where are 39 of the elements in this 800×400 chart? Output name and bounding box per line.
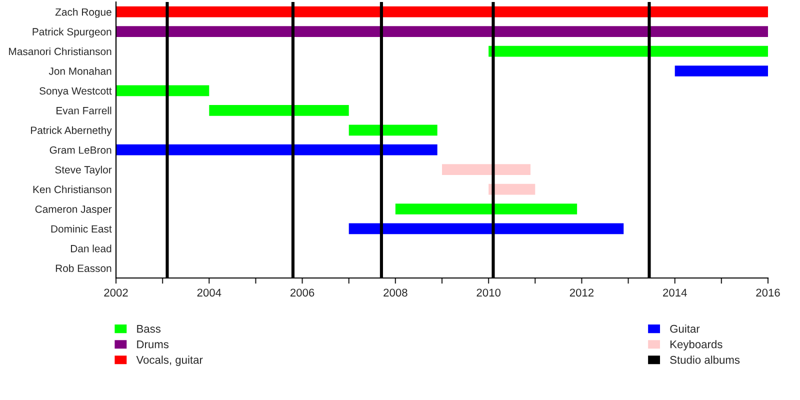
x-tick-label: 2012	[570, 288, 594, 297]
x-tick-label: 2004	[197, 288, 222, 297]
x-tick-label: 2008	[384, 288, 408, 297]
bar	[116, 144, 438, 156]
bar	[442, 164, 530, 175]
y-tick-label: Patrick Spurgeon	[32, 28, 112, 38]
y-tick-label: Dominic East	[51, 224, 112, 233]
x-tick-label: 2006	[290, 288, 314, 297]
legend-label: Studio albums	[670, 356, 740, 364]
bar	[116, 26, 768, 37]
legend-label: Guitar	[670, 324, 700, 333]
x-tick-label: 2014	[663, 288, 687, 297]
y-tick-label: Ken Christianson	[33, 186, 112, 194]
legend-label: Bass	[137, 324, 161, 333]
legend-label: Drums	[137, 340, 169, 348]
y-tick-label: Dan lead	[70, 244, 112, 252]
bar	[674, 66, 768, 76]
bar	[209, 105, 349, 116]
y-tick-label: Cameron Jasper	[35, 206, 112, 215]
bar	[116, 85, 210, 96]
y-tick-label: Patrick Abernethy	[31, 126, 112, 136]
x-tick-label: 2010	[476, 288, 500, 297]
legend-label: Vocals, guitar	[136, 356, 203, 366]
legend-label: Keyboards	[670, 340, 722, 350]
y-tick-label: Steve Taylor	[55, 166, 112, 176]
y-tick-label: Gram LeBron	[50, 146, 112, 154]
bar	[348, 124, 438, 136]
bar	[116, 6, 768, 18]
bar	[348, 223, 624, 234]
y-tick-label: Masanori Christianson	[9, 48, 112, 56]
y-tick-label: Sonya Westcott	[40, 87, 112, 97]
y-tick-label: Rob Easson	[56, 264, 112, 272]
x-tick-label: 2002	[104, 288, 128, 297]
bar	[488, 46, 768, 57]
bar	[395, 204, 578, 214]
y-tick-label: Jon Monahan	[48, 67, 112, 75]
y-tick-label: Zach Rogue	[55, 8, 112, 18]
x-tick-label: 2016	[756, 288, 780, 297]
y-tick-label: Evan Farrell	[56, 106, 112, 114]
